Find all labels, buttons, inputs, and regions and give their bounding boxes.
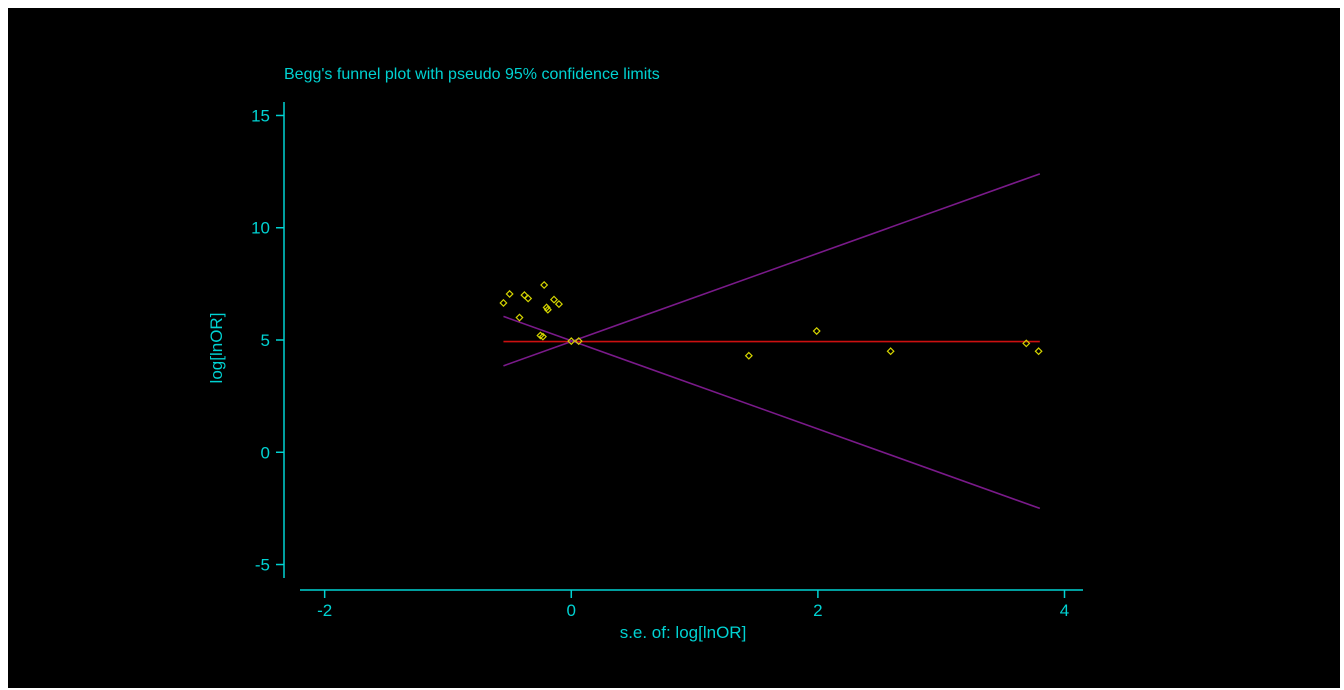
x-tick-label: 2: [813, 601, 822, 620]
x-axis-label: s.e. of: log[lnOR]: [620, 623, 747, 642]
y-tick-label: 0: [261, 443, 270, 462]
x-tick-label: 4: [1060, 601, 1069, 620]
lower-limit-line: [503, 315, 1041, 510]
y-tick-label: 10: [251, 219, 270, 238]
study-point: [538, 332, 547, 341]
study-point: [886, 347, 895, 356]
y-tick-label: 5: [261, 331, 270, 350]
study-point: [524, 294, 533, 303]
y-axis-label: log[lnOR]: [207, 313, 226, 384]
study-point: [515, 313, 524, 322]
study-point: [1034, 347, 1043, 356]
study-point: [574, 337, 583, 346]
study-point: [540, 280, 549, 290]
study-point: [505, 289, 514, 299]
x-tick-label: -2: [317, 601, 332, 620]
y-tick-label: 15: [251, 106, 270, 125]
study-point: [744, 351, 753, 360]
study-point: [549, 295, 559, 304]
study-point: [554, 300, 563, 309]
chart-title: Begg's funnel plot with pseudo 95% confi…: [284, 66, 660, 83]
study-point: [543, 305, 552, 314]
x-tick-label: 0: [567, 601, 576, 620]
study-point: [499, 298, 508, 308]
study-point: [542, 303, 551, 312]
chart-frame: Begg's funnel plot with pseudo 95% confi…: [8, 8, 1340, 688]
y-tick-label: -5: [255, 556, 270, 575]
study-point: [567, 337, 576, 346]
upper-limit-line: [503, 173, 1041, 367]
study-point: [812, 326, 821, 336]
study-point: [1022, 339, 1031, 348]
funnel-plot: Begg's funnel plot with pseudo 95% confi…: [207, 66, 1083, 642]
